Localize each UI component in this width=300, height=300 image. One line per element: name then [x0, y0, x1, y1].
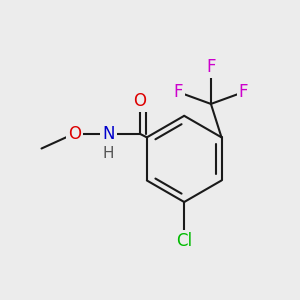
Text: F: F: [173, 83, 183, 101]
Text: F: F: [239, 83, 248, 101]
Text: H: H: [103, 146, 114, 161]
Text: O: O: [133, 92, 146, 110]
Text: Cl: Cl: [176, 232, 192, 250]
Text: O: O: [68, 125, 81, 143]
Text: F: F: [206, 58, 216, 76]
Text: N: N: [102, 125, 115, 143]
